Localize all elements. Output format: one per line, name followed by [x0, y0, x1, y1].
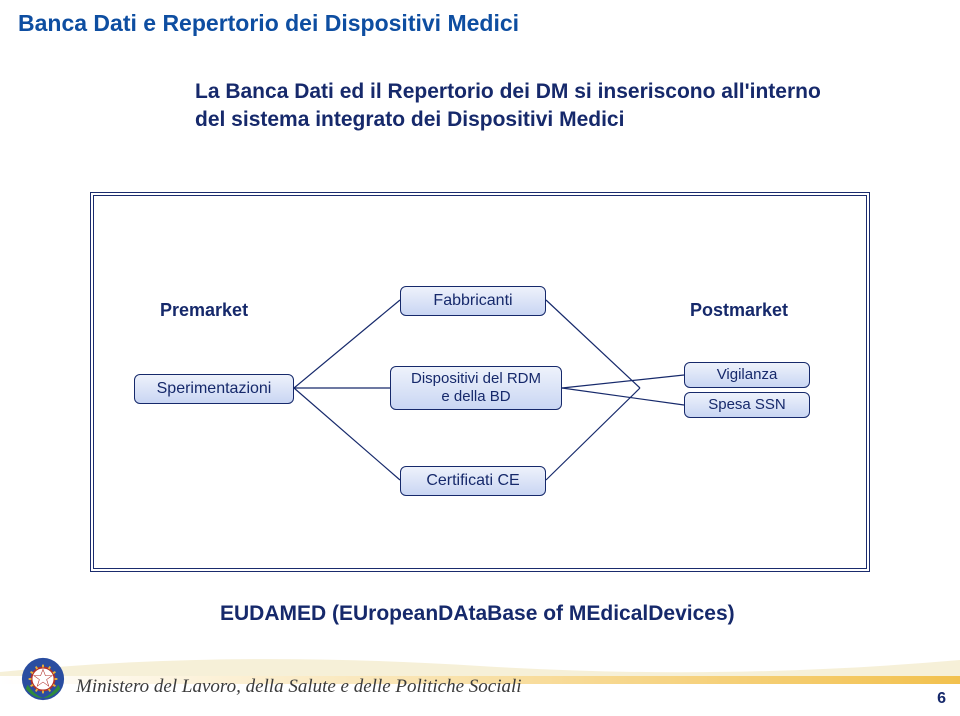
ministry-footer: Ministero del Lavoro, della Salute e del… [76, 676, 522, 698]
node-sperimentazioni: Sperimentazioni [134, 374, 294, 404]
footer-eudamed: EUDAMED (EUropeanDAtaBase of MEdicalDevi… [220, 602, 735, 626]
node-fabbricanti: Fabbricanti [400, 286, 546, 316]
decor-wave [0, 654, 960, 676]
node-dispositivi: Dispositivi del RDM e della BD [390, 366, 562, 410]
page-number: 6 [937, 690, 946, 708]
node-spesa: Spesa SSN [684, 392, 810, 418]
node-certificati: Certificati CE [400, 466, 546, 496]
italy-emblem-icon [20, 656, 66, 702]
node-vigilanza: Vigilanza [684, 362, 810, 388]
label-postmarket: Postmarket [690, 300, 788, 321]
label-premarket: Premarket [160, 300, 248, 321]
